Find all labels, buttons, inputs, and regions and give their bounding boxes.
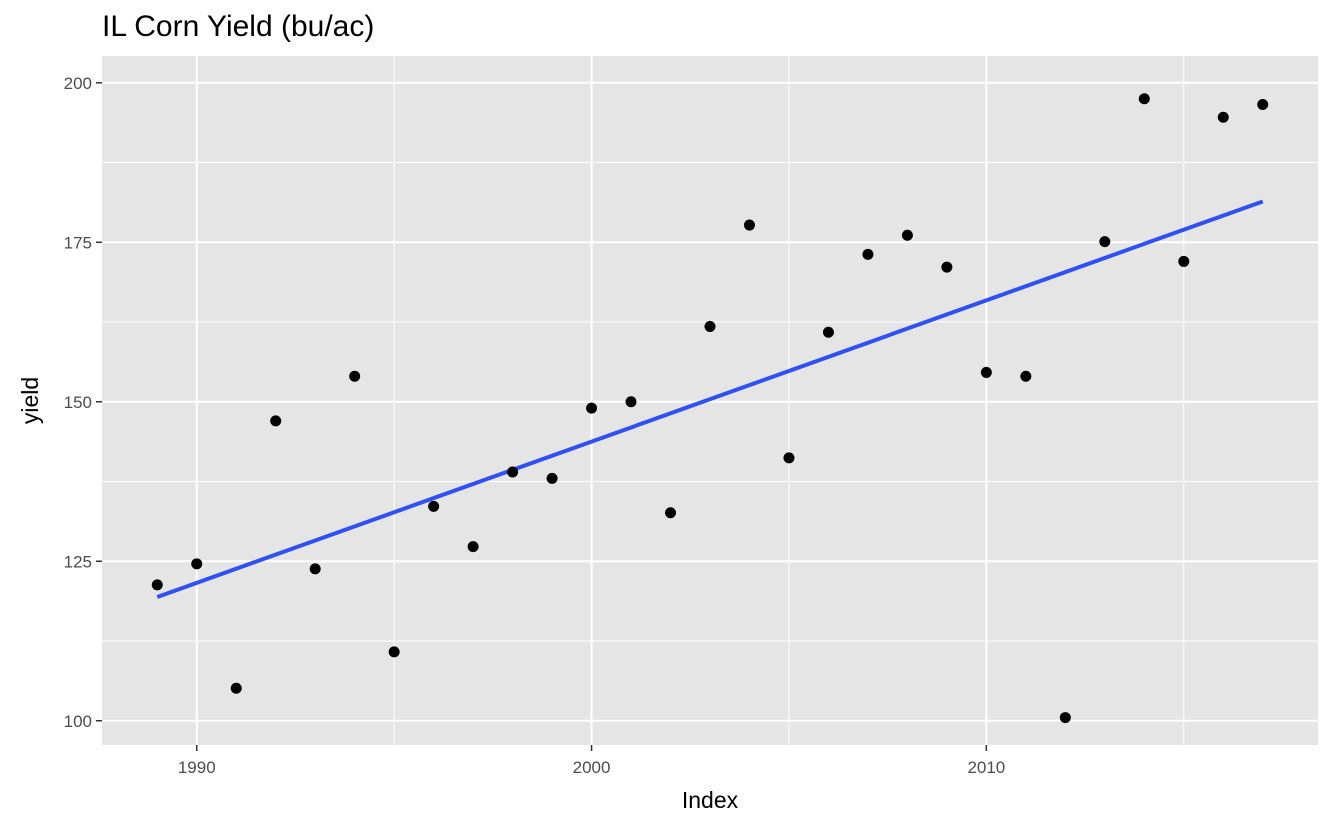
- data-point: [388, 646, 400, 658]
- data-point: [901, 229, 913, 241]
- data-point: [1059, 712, 1071, 724]
- y-tick-label: 125: [64, 552, 92, 571]
- x-tick-label: 2010: [967, 758, 1005, 777]
- data-point: [1020, 370, 1032, 382]
- trend-line: [156, 199, 1264, 599]
- data-point: [1217, 111, 1229, 123]
- data-point: [507, 466, 519, 478]
- data-point: [467, 541, 479, 553]
- y-tick-label: 150: [64, 393, 92, 412]
- data-point: [665, 507, 677, 519]
- x-axis-title: Index: [682, 787, 739, 813]
- data-point: [743, 219, 755, 231]
- data-point: [783, 452, 795, 464]
- data-point: [1099, 236, 1111, 248]
- y-tick-label: 175: [64, 233, 92, 252]
- data-points-layer: [151, 93, 1269, 724]
- minor-gridlines: [102, 56, 1318, 745]
- data-point: [151, 579, 163, 591]
- data-point: [428, 500, 440, 512]
- y-tick-label: 200: [64, 74, 92, 93]
- data-point: [1178, 255, 1190, 267]
- chart-title: IL Corn Yield (bu/ac): [102, 10, 375, 43]
- data-point: [625, 396, 637, 408]
- data-point: [191, 558, 203, 570]
- data-point: [1257, 98, 1269, 110]
- trend-line-layer: [156, 199, 1264, 599]
- x-tick-label: 1990: [178, 758, 216, 777]
- data-point: [941, 261, 953, 273]
- major-gridlines: [102, 56, 1318, 745]
- data-point: [349, 370, 361, 382]
- data-point: [980, 366, 992, 378]
- data-point: [270, 415, 282, 427]
- data-point: [822, 326, 834, 338]
- x-tick-label: 2000: [573, 758, 611, 777]
- data-point: [586, 402, 598, 414]
- axis-ticks-layer: 1990 2000 2010 100 125 150 175 200: [64, 74, 1006, 777]
- y-axis-title: yield: [17, 377, 43, 424]
- y-tick-label: 100: [64, 712, 92, 731]
- data-point: [862, 248, 874, 260]
- data-point: [704, 320, 716, 332]
- data-point: [230, 682, 242, 694]
- data-point: [1138, 93, 1150, 105]
- data-point: [546, 472, 558, 484]
- data-point: [309, 563, 321, 575]
